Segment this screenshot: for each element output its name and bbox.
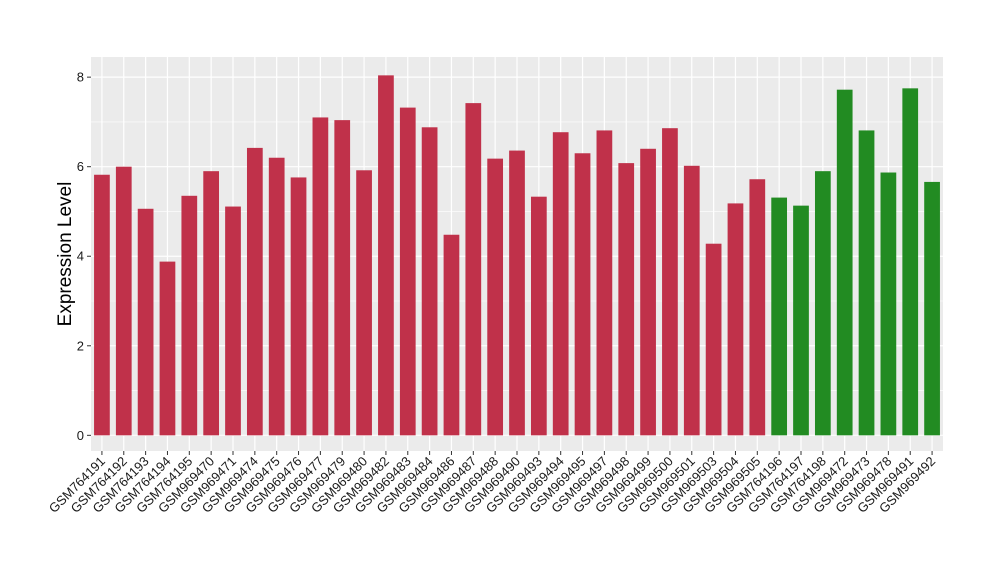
- y-axis: 0 2 4 6 8: [77, 70, 91, 443]
- bar: [727, 203, 744, 436]
- bar: [749, 179, 766, 436]
- bar: [640, 148, 656, 436]
- y-tick-label: 2: [77, 338, 84, 353]
- bar: [683, 165, 700, 436]
- bar: [137, 208, 154, 436]
- y-tick-label: 0: [77, 428, 84, 443]
- bar: [814, 171, 831, 436]
- bar: [115, 166, 132, 436]
- bar: [596, 130, 613, 436]
- bar: [334, 120, 351, 436]
- bars-group: [94, 75, 940, 436]
- bar: [225, 206, 241, 436]
- bar: [574, 153, 591, 436]
- bar: [378, 75, 394, 436]
- bar: [290, 177, 307, 436]
- bar: [530, 196, 547, 436]
- bar: [246, 147, 263, 436]
- y-tick-label: 4: [77, 249, 84, 264]
- bar: [203, 171, 220, 436]
- bar: [771, 197, 788, 436]
- bar: [181, 195, 198, 436]
- y-tick-label: 8: [77, 70, 84, 85]
- bar: [443, 234, 460, 436]
- bar: [836, 89, 853, 436]
- bar: [858, 130, 875, 436]
- bar: [509, 150, 525, 436]
- bar: [356, 170, 372, 436]
- bar: [618, 163, 635, 436]
- bar: [465, 103, 482, 436]
- bar: [552, 132, 569, 436]
- bar: [793, 205, 809, 436]
- bar: [924, 181, 940, 436]
- bar: [487, 158, 504, 436]
- x-axis: GSM764191GSM764192GSM764193GSM764194GSM7…: [46, 451, 938, 516]
- y-axis-title: Expression Level: [55, 182, 76, 327]
- bar: [705, 243, 722, 436]
- y-tick-label: 6: [77, 159, 84, 174]
- bar: [902, 88, 919, 436]
- bar: [268, 157, 285, 436]
- bar: [399, 107, 416, 436]
- bar: [94, 174, 110, 436]
- bar: [880, 172, 897, 436]
- bar: [159, 261, 176, 436]
- bar: [662, 128, 678, 436]
- bar: [312, 117, 329, 436]
- bar: [421, 127, 438, 436]
